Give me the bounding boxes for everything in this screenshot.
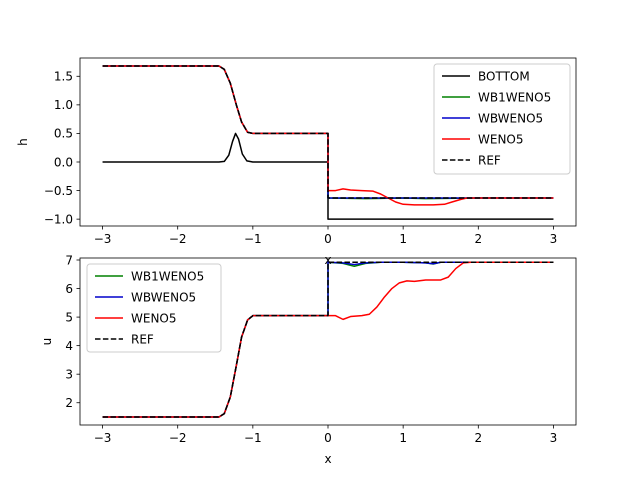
chart0-ylabel: h — [16, 138, 30, 146]
chart1-ytick-label: 4 — [65, 339, 73, 353]
chart0-legend-box — [433, 63, 571, 175]
chart0-xtick-label: 3 — [550, 232, 558, 246]
chart1-series-group — [102, 261, 554, 418]
chart1-xtick-label: −1 — [244, 431, 262, 445]
chart1-xtick-label: 1 — [399, 431, 407, 445]
chart1-xlabel: x — [324, 452, 331, 466]
chart0-ytick-label: 0.0 — [54, 155, 73, 169]
chart0-legend-label-ref: REF — [478, 154, 501, 168]
chart1-ytick-label: 5 — [65, 310, 73, 324]
chart1-ytick-label: 3 — [65, 367, 73, 381]
chart1-legend-box — [86, 263, 222, 353]
chart0-legend: BOTTOM WB1WENO5 WBWENO5 WENO5 REF — [433, 63, 571, 175]
chart1-ylabel: u — [40, 338, 54, 346]
chart1-ytick-label: 7 — [65, 253, 73, 267]
chart0-ytick-label: −0.5 — [44, 184, 73, 198]
chart0-legend-label-bottom: BOTTOM — [478, 70, 530, 84]
chart1-ytick-label: 6 — [65, 282, 73, 296]
chart1-legend-label-weno5: WENO5 — [131, 312, 177, 326]
chart0-xtick-label: −3 — [94, 232, 112, 246]
chart0-legend-label-wbweno5: WBWENO5 — [478, 112, 543, 126]
chart0-plot: −3 −2 −1 0 1 2 3 −1.0 −0.5 0.0 0.5 1.0 1.5 x h — [16, 57, 577, 267]
chart0-ytick-label: 1.5 — [54, 70, 73, 84]
chart1-xtick-label: 2 — [474, 431, 482, 445]
chart1-legend-label-wbweno5: WBWENO5 — [131, 291, 196, 305]
chart0-ytick-label: 1.0 — [54, 98, 73, 112]
chart0-xtick-label: −1 — [244, 232, 262, 246]
chart1-legend-label-ref: REF — [131, 333, 154, 347]
chart0-legend-label-weno5: WENO5 — [478, 133, 524, 147]
chart1-plot: −3 −2 −1 0 1 2 3 2 3 4 5 6 7 x u — [40, 253, 577, 466]
chart1-xtick-label: −3 — [94, 431, 112, 445]
chart0-ytick-label: 0.5 — [54, 127, 73, 141]
chart0-series-ref — [102, 65, 554, 199]
chart1-ytick-label: 2 — [65, 396, 73, 410]
chart1-legend: WB1WENO5 WBWENO5 WENO5 REF — [86, 263, 222, 353]
chart1-series-ref — [102, 261, 554, 418]
chart0-series-group — [102, 65, 554, 220]
chart1-xtick-label: 0 — [324, 431, 332, 445]
chart0-ytick-label: −1.0 — [44, 212, 73, 226]
chart1-legend-label-wb1weno5: WB1WENO5 — [131, 270, 204, 284]
chart0-xtick-label: 0 — [324, 232, 332, 246]
chart0-xlabel: x — [324, 253, 331, 267]
chart1-xtick-label: 3 — [550, 431, 558, 445]
chart0-xtick-label: 2 — [474, 232, 482, 246]
chart0-legend-label-wb1weno5: WB1WENO5 — [478, 91, 551, 105]
chart0-xtick-label: 1 — [399, 232, 407, 246]
chart0-xtick-label: −2 — [169, 232, 187, 246]
chart1-xtick-label: −2 — [169, 431, 187, 445]
